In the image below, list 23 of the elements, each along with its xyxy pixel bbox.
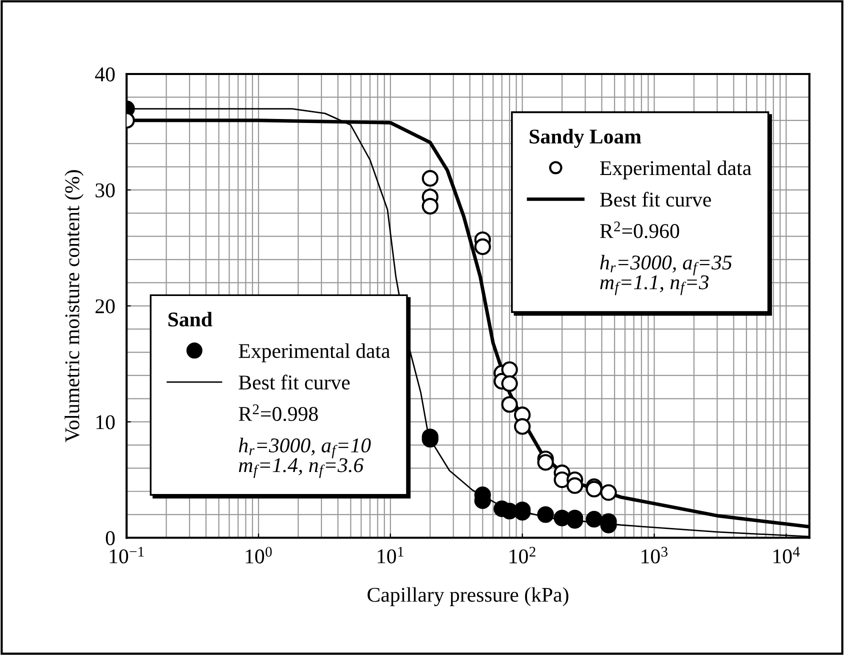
annotation: R$^{2}$=0.998 — [238, 404, 318, 422]
annotation: R$^{2}$=0.960 — [600, 222, 680, 238]
y-tick-label: 20 — [96, 299, 115, 314]
x-axis-title: Capillary pressure (kPa) — [368, 587, 568, 606]
x-tick-label: 10$^{4}$ — [774, 546, 800, 564]
legend-label: Experimental data — [600, 160, 752, 180]
y-axis-title: Volumetric moisture content (%) — [64, 170, 84, 442]
x-tick-label: 10$^{3}$ — [642, 546, 668, 564]
text: h$_{r}$=3000, a$_{f}$=10 m$_{f}$=1.4, n$_{f}$=3.6 — [238, 438, 371, 478]
x-tick-label: 10$^{2}$ — [510, 546, 536, 564]
y-tick-label: 0 — [106, 531, 115, 546]
text: h$_{r}$=3000, a$_{f}$=35 m$_{f}$=1.1, n$_{f}$=3 — [600, 254, 732, 296]
y-tick-label: 10 — [96, 415, 115, 430]
legend-label: Best fit curve — [238, 374, 350, 390]
y-tick-label: 40 — [95, 67, 115, 82]
x-tick-label: 10$^{−1}$ — [110, 546, 144, 564]
x-tick-label: 10$^{1}$ — [378, 546, 404, 564]
legend-label: Best fit curve — [600, 192, 711, 207]
y-tick-label: 30 — [96, 183, 115, 198]
text: Sand — [168, 312, 212, 327]
legend-label: Experimental data — [238, 343, 390, 362]
x-tick-label: 10$^{0}$ — [246, 546, 272, 564]
text: Sandy Loam — [530, 128, 642, 148]
